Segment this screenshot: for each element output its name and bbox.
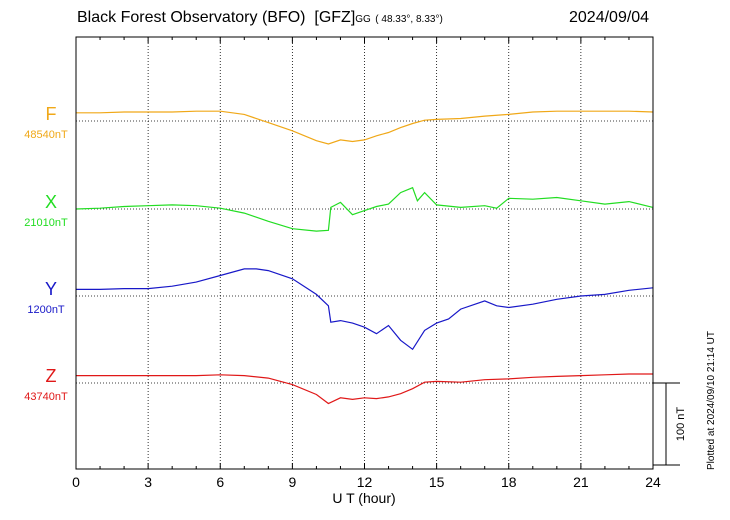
series-lines (75, 110, 654, 405)
x-tick-label: 0 (72, 474, 80, 490)
scale-bar-label: 100 nT (675, 407, 687, 442)
series-name-x: X (45, 192, 57, 212)
series-line-y (76, 268, 654, 351)
x-tick-label: 3 (144, 474, 152, 490)
baseline-label-y: 1200nT (27, 304, 65, 316)
x-tick-label: 12 (357, 474, 373, 490)
x-axis: 0 3 6 9 12 15 18 21 24 (72, 37, 661, 490)
observatory-title: Black Forest Observatory (BFO) (77, 9, 306, 26)
institute-label: [GFZ] (314, 9, 356, 26)
x-tick-label: 9 (288, 474, 296, 490)
grid (76, 37, 653, 469)
coord-system-label: GG (355, 14, 371, 25)
baseline-label-f: 48540nT (24, 129, 68, 141)
series-name-y: Y (45, 279, 57, 299)
series-name-z: Z (46, 366, 57, 386)
baseline-label-z: 43740nT (24, 391, 68, 403)
x-tick-label: 21 (573, 474, 589, 490)
x-tick-label: 18 (501, 474, 517, 490)
x-tick-label: 24 (645, 474, 661, 490)
page-title: Black Forest Observatory (BFO) [GFZ]GG (… (77, 9, 443, 27)
coordinates-label: ( 48.33°, 8.33°) (375, 14, 443, 25)
series-name-f: F (46, 104, 57, 124)
series-line-z (76, 373, 653, 405)
x-tick-label: 6 (216, 474, 224, 490)
series-line-f (76, 110, 654, 145)
date-label: 2024/09/04 (569, 9, 650, 26)
plotted-at-footer: Plotted at 2024/09/10 21:14 UT (706, 331, 717, 470)
series-line-x (75, 186, 654, 232)
scale-bar: 100 nT (653, 382, 687, 466)
baseline-label-x: 21010nT (24, 217, 68, 229)
x-axis-label: U T (hour) (332, 490, 395, 506)
series-labels: F 48540nT X 21010nT Y 1200nT Z 43740nT (24, 104, 68, 403)
x-tick-label: 15 (429, 474, 445, 490)
